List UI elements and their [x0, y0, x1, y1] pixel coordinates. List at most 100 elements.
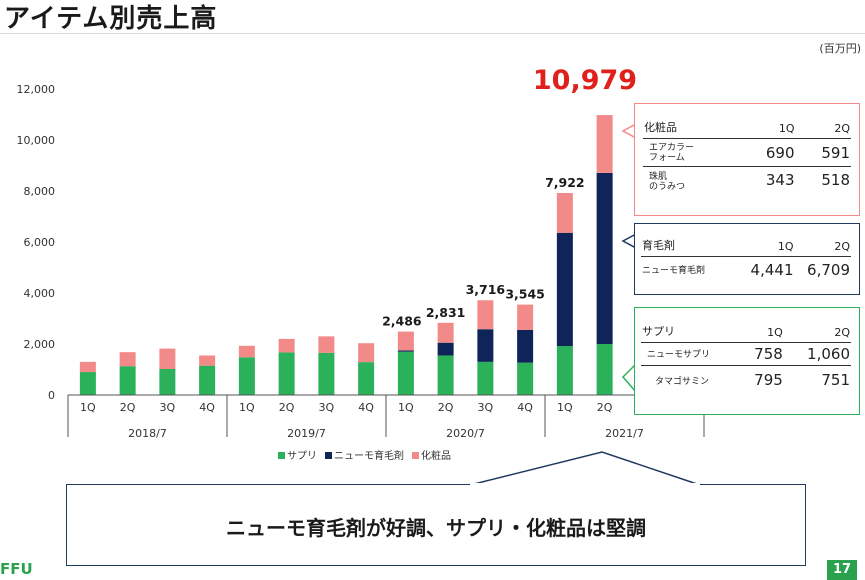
hair-row1-q1: 4,441 — [750, 261, 794, 279]
hair-col1: 1Q — [777, 239, 794, 253]
cosmetics-col2: 2Q — [834, 121, 850, 135]
x-tick-label: 4Q — [199, 401, 215, 414]
bar-segment-hair — [437, 342, 454, 356]
company-logo: FFU — [0, 560, 33, 578]
callout-pointer — [469, 451, 701, 486]
x-tick-label: 2Q — [279, 401, 295, 414]
x-group-label: 2018/7 — [128, 427, 167, 440]
y-tick-label: 10,000 — [17, 134, 56, 147]
supplement-row1-label: ニューモサプリ — [647, 350, 711, 360]
hair-col2: 2Q — [834, 239, 850, 253]
bar-segment-hair — [397, 350, 414, 352]
bar-segment-cosmetics — [318, 336, 335, 353]
cosmetics-row2-label1: 珠肌 — [649, 172, 668, 182]
y-tick-label: 12,000 — [17, 83, 56, 96]
x-tick-label: 1Q — [557, 401, 573, 414]
bar-segment-supplement — [79, 372, 96, 395]
bar-total-label: 3,545 — [505, 287, 545, 302]
supplement-row2-q1: 795 — [754, 371, 783, 389]
x-tick-label: 4Q — [517, 401, 533, 414]
legend-label: 化粧品 — [421, 449, 451, 462]
x-tick-label: 2Q — [597, 401, 613, 414]
bar-segment-supplement — [119, 366, 136, 395]
supplement-breakdown-box: サプリ 1Q 2Q ニューモサプリ 758 1,060 タマゴサミン 795 7… — [634, 307, 860, 415]
x-tick-label: 4Q — [358, 401, 374, 414]
hair-row1-label: ニューモ育毛剤 — [642, 266, 706, 276]
legend-swatch — [278, 452, 285, 459]
page-number: 17 — [827, 560, 857, 580]
bar-segment-supplement — [318, 352, 335, 395]
bar-segment-supplement — [238, 357, 255, 395]
bar-segment-cosmetics — [159, 348, 176, 369]
legend-swatch — [412, 452, 419, 459]
y-tick-label: 4,000 — [24, 287, 56, 300]
cosmetics-row1-label2: フォーム — [649, 153, 685, 163]
chart-legend: サプリ ニューモ育毛剤 化粧品 — [278, 449, 451, 462]
x-group-label: 2020/7 — [446, 427, 485, 440]
bar-total-label: 2,831 — [426, 305, 466, 320]
bar-segment-supplement — [437, 355, 454, 395]
cosmetics-row1-label1: エアカラー — [649, 143, 695, 153]
unit-label: (百万円) — [819, 42, 861, 55]
hair-breakdown-box: 育毛剤 1Q 2Q ニューモ育毛剤 4,441 6,709 — [634, 223, 860, 295]
bar-segment-supplement — [556, 346, 573, 395]
cosmetics-row2-q1: 343 — [765, 170, 795, 189]
x-tick-label: 3Q — [160, 401, 176, 414]
bar-segment-cosmetics — [556, 192, 573, 233]
sales-chart: 0 2,000 4,000 6,000 8,000 10,000 12,000 1Q 2Q 3Q… — [17, 65, 705, 462]
bar-segment-supplement — [159, 368, 176, 395]
legend-label: サプリ — [287, 450, 317, 462]
x-axis: 1Q 2Q 3Q 4Q 1Q 2Q 3Q 4Q 1Q 2Q 3Q 4Q 1Q 2Q 2018/7 2019/7… — [67, 394, 705, 440]
bar-segment-hair — [517, 329, 534, 363]
cosmetics-row2-label2: のうみつ — [649, 182, 686, 192]
bar-segment-supplement — [596, 344, 613, 395]
x-tick-label: 1Q — [398, 401, 414, 414]
bar-segment-cosmetics — [517, 304, 534, 330]
bar-total-label: 3,716 — [466, 282, 506, 297]
callout-text: ニューモ育毛剤が好調、サプリ・化粧品は堅調 — [226, 516, 646, 540]
cosmetics-row2-q2: 518 — [821, 170, 850, 189]
hair-title: 育毛剤 — [642, 239, 675, 252]
bar-segment-supplement — [199, 365, 216, 395]
supplement-col1: 1Q — [767, 325, 783, 339]
bar-segment-supplement — [477, 361, 494, 395]
bars — [79, 115, 613, 395]
supplement-title: サプリ — [642, 325, 675, 338]
x-tick-label: 2Q — [120, 401, 136, 414]
bar-segment-hair — [477, 329, 494, 362]
legend-swatch — [325, 452, 332, 459]
bar-segment-cosmetics — [79, 361, 96, 373]
cosmetics-breakdown-box: 化粧品 1Q 2Q エアカラー フォーム 690 591 珠肌 のうみつ 343… — [634, 103, 860, 216]
legend-label: ニューモ育毛剤 — [334, 449, 404, 462]
bar-segment-hair — [556, 232, 573, 347]
bar-segment-cosmetics — [477, 300, 494, 330]
summary-callout: ニューモ育毛剤が好調、サプリ・化粧品は堅調 — [66, 484, 806, 566]
cosmetics-col1: 1Q — [778, 121, 795, 135]
x-tick-label: 3Q — [478, 401, 494, 414]
cosmetics-row1-q1: 690 — [765, 143, 795, 162]
bar-segment-cosmetics — [238, 345, 255, 358]
supplement-row1-q2: 1,060 — [807, 345, 850, 363]
y-tick-label: 2,000 — [24, 338, 56, 351]
callout-gap — [470, 483, 700, 486]
bar-total-label: 2,486 — [382, 314, 422, 329]
bar-total-label: 7,922 — [545, 175, 585, 190]
bar-segment-cosmetics — [358, 343, 375, 363]
bar-segment-supplement — [278, 352, 295, 395]
x-tick-label: 2Q — [438, 401, 454, 414]
bar-segment-hair — [596, 172, 613, 344]
bar-segment-supplement — [358, 362, 375, 395]
bar-segment-cosmetics — [278, 338, 295, 353]
bar-segment-cosmetics — [199, 355, 216, 366]
bar-segment-cosmetics — [119, 352, 136, 367]
bar-segment-supplement — [517, 362, 534, 395]
x-tick-label: 3Q — [319, 401, 335, 414]
y-axis: 0 2,000 4,000 6,000 8,000 10,000 12,000 — [17, 83, 56, 402]
page-title: アイテム別売上高 — [4, 4, 218, 34]
bar-segment-supplement — [397, 351, 414, 395]
bar-segment-cosmetics — [596, 115, 613, 173]
x-tick-label: 1Q — [80, 401, 96, 414]
y-tick-label: 8,000 — [24, 185, 56, 198]
bar-segment-cosmetics — [397, 331, 414, 351]
